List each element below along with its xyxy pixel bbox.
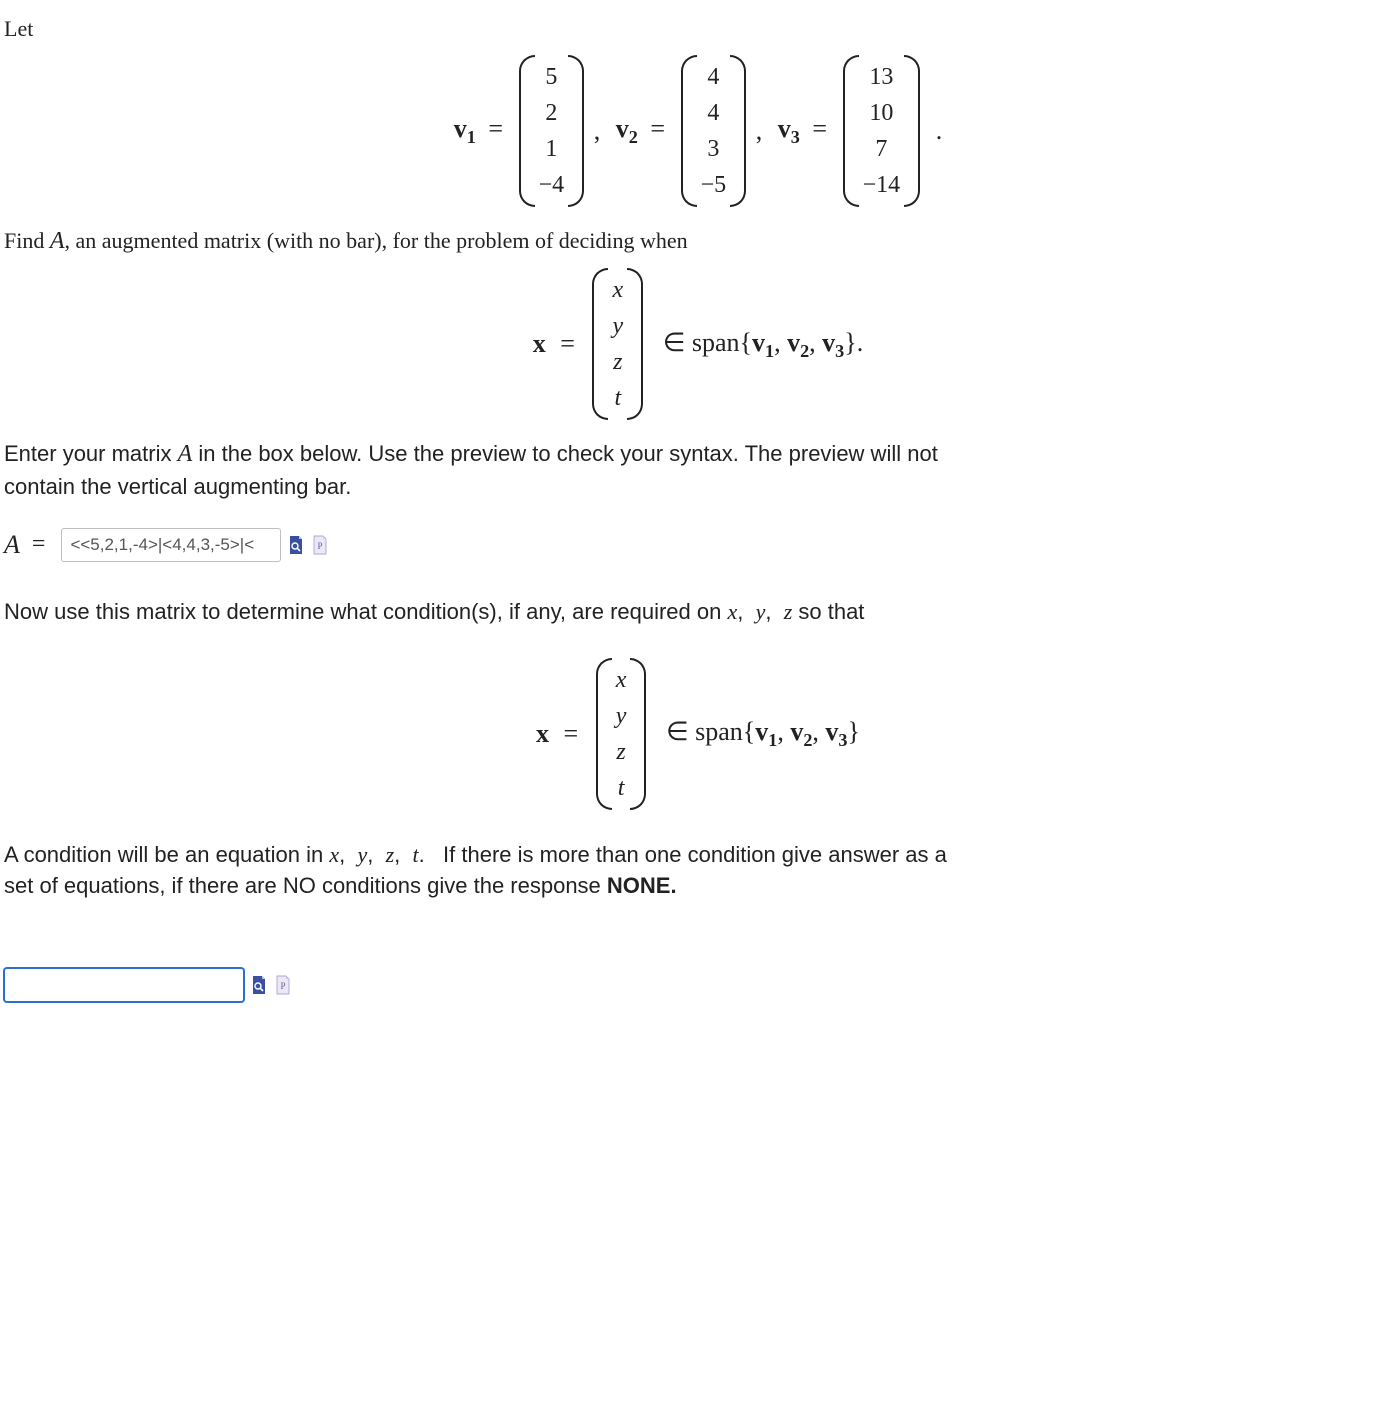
now-use-text: Now use this matrix to determine what co… bbox=[4, 597, 1392, 628]
condition-input[interactable] bbox=[4, 968, 244, 1002]
help-icon[interactable]: P bbox=[311, 535, 329, 555]
x-in-span-eq-2: x = xyzt ∈ span{v1, v2, v3} bbox=[4, 658, 1392, 810]
intro-let: Let bbox=[4, 14, 1392, 45]
find-a-text: Find A, an augmented matrix (with no bar… bbox=[4, 225, 1392, 259]
svg-text:P: P bbox=[280, 981, 285, 991]
v2-vector: 443−5 bbox=[681, 55, 747, 207]
help-icon-2[interactable]: P bbox=[274, 975, 292, 995]
v1-symbol: v1 bbox=[454, 114, 476, 143]
preview-icon[interactable] bbox=[287, 535, 305, 555]
preview-icon-2[interactable] bbox=[250, 975, 268, 995]
v3-symbol: v3 bbox=[778, 114, 800, 143]
v1-vector: 521−4 bbox=[519, 55, 585, 207]
v3-vector: 13107−14 bbox=[843, 55, 921, 207]
x-vector-2: xyzt bbox=[596, 658, 647, 810]
vectors-definition: v1 = 521−4 , v2 = 443−5 , v3 = 13107−14 … bbox=[4, 55, 1392, 207]
matrix-a-input[interactable] bbox=[61, 528, 281, 562]
condition-explain-text: A condition will be an equation in x, y,… bbox=[4, 840, 1392, 902]
x-vector: xyzt bbox=[592, 268, 643, 420]
x-in-span-eq: x = xyzt ∈ span{v1, v2, v3}. bbox=[4, 268, 1392, 420]
enter-matrix-text: Enter your matrix A in the box below. Us… bbox=[4, 438, 1392, 502]
condition-input-row: P bbox=[4, 968, 292, 1002]
v2-symbol: v2 bbox=[616, 114, 638, 143]
none-word: NONE. bbox=[607, 873, 677, 898]
a-input-row: A = P bbox=[4, 527, 329, 563]
svg-text:P: P bbox=[318, 541, 323, 551]
